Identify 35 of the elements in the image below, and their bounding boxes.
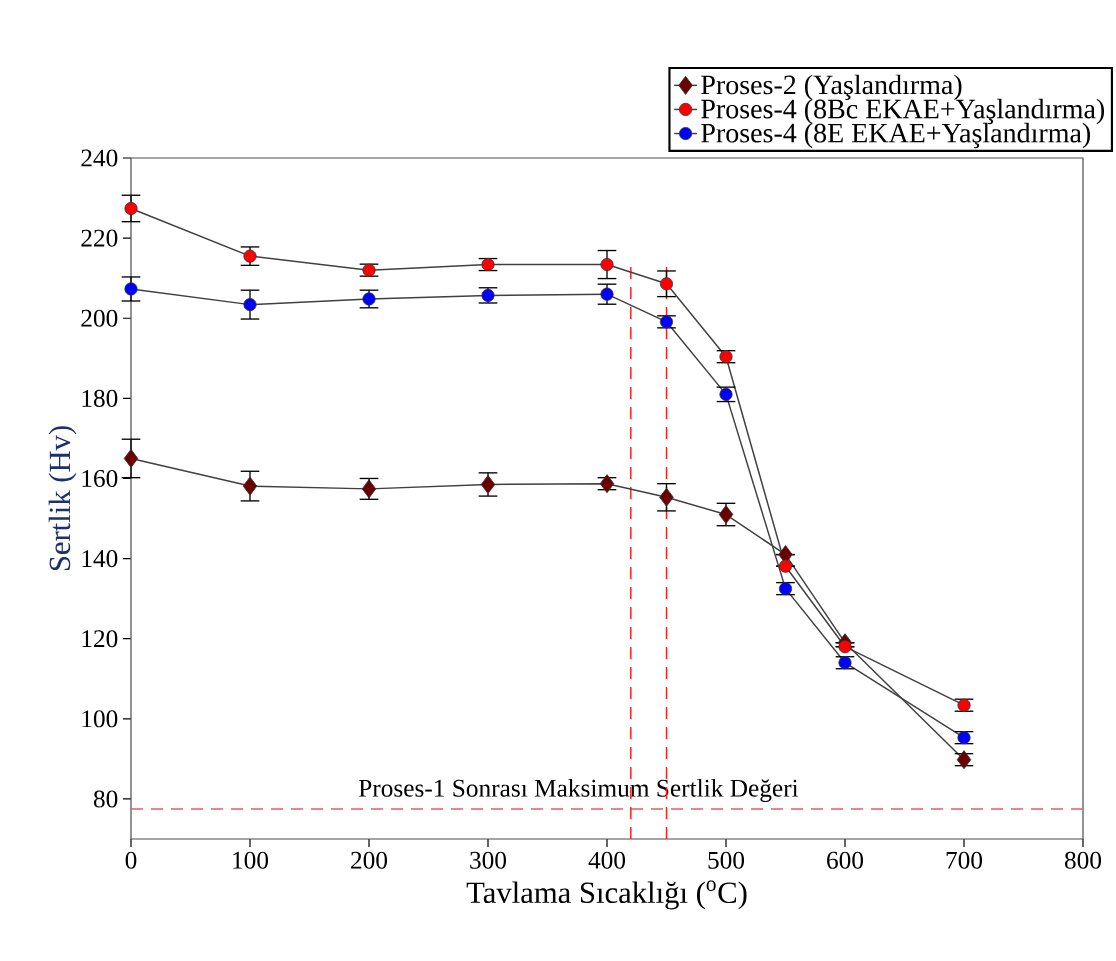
- x-tick-label: 300: [470, 851, 507, 869]
- y-axis-title: Sertlik (Hv): [48, 426, 77, 571]
- ref-line-label: Proses-1 Sonrası Maksimum Sertlik Değeri: [358, 778, 799, 803]
- x-tick-label: 100: [233, 851, 269, 869]
- y-tick-label: 100: [82, 710, 118, 728]
- point: [123, 448, 139, 468]
- x-tick-label: 500: [708, 851, 745, 869]
- y-tick-label: 220: [81, 229, 118, 247]
- x-axis-title: Tavlama Sıcaklığı ($^{o}$C): [466, 880, 747, 910]
- point: [600, 258, 614, 272]
- point: [362, 263, 376, 277]
- point: [838, 640, 852, 654]
- point: [243, 298, 257, 312]
- point: [124, 282, 138, 296]
- y-tick-label: 140: [82, 550, 118, 568]
- point: [719, 350, 733, 364]
- x-tick-label: 400: [588, 851, 626, 869]
- y-tick-label: 200: [81, 309, 118, 327]
- point: [838, 656, 852, 670]
- point: [242, 476, 258, 496]
- x-tick-label: 200: [351, 851, 388, 869]
- y-tick-label: 120: [82, 630, 118, 648]
- x-tick-label: 0: [125, 851, 137, 869]
- y-tick-label: 240: [81, 149, 118, 167]
- point: [124, 201, 138, 215]
- y-tick-label: 80: [93, 790, 118, 808]
- point: [659, 277, 674, 291]
- y-tick-label: 180: [82, 389, 118, 407]
- x-tick-label: 700: [946, 851, 983, 869]
- point: [778, 559, 793, 573]
- y-tick-label: 160: [82, 469, 118, 488]
- x-tick-label: 600: [827, 851, 864, 869]
- x-tick-label: 800: [1064, 851, 1102, 869]
- point: [719, 387, 733, 401]
- point: [659, 487, 674, 507]
